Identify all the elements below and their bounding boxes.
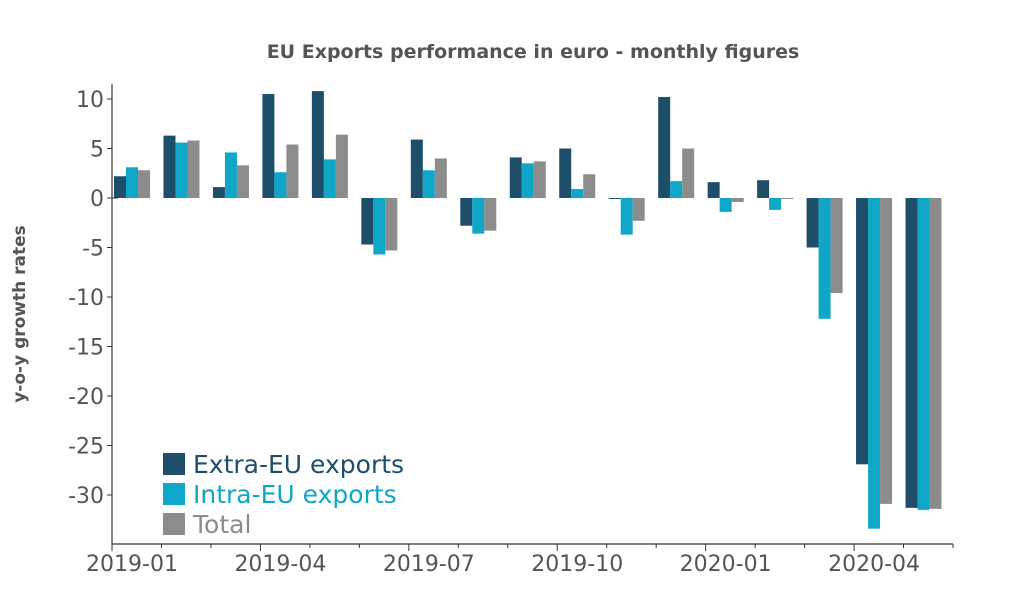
bar-extra-eu-2019-12: [658, 97, 671, 198]
bar-extra-eu-2019-07: [410, 139, 423, 198]
bar-total-2019-12: [682, 148, 695, 198]
bar-extra-eu-2019-05: [311, 91, 324, 198]
bar-intra-eu-2019-04: [274, 172, 287, 198]
y-tick-label: -5: [82, 237, 104, 262]
bar-total-2020-01: [731, 198, 744, 202]
bar-total-2019-06: [385, 198, 398, 251]
bar-total-2019-11: [632, 198, 645, 221]
bar-total-2020-03: [830, 198, 843, 294]
bar-total-2019-07: [434, 158, 447, 198]
bar-extra-eu-2019-03: [212, 187, 225, 198]
bar-intra-eu-2019-11: [620, 198, 633, 235]
bar-intra-eu-2020-04: [868, 198, 881, 529]
bar-intra-eu-2019-03: [224, 152, 237, 198]
bar-intra-eu-2019-08: [472, 198, 485, 234]
x-tick-label: 2019-07: [383, 552, 475, 577]
legend-swatch: [163, 483, 185, 505]
bar-extra-eu-2019-01: [114, 176, 126, 198]
y-tick-label: 10: [76, 88, 104, 113]
bar-extra-eu-2020-05: [905, 198, 918, 508]
y-tick-label: -10: [68, 286, 104, 311]
y-tick-label: 0: [90, 187, 104, 212]
bar-extra-eu-2019-08: [460, 198, 473, 226]
legend-swatch: [163, 513, 185, 535]
bar-intra-eu-2020-05: [917, 198, 930, 510]
bar-total-2019-09: [533, 161, 546, 198]
bar-extra-eu-2019-06: [361, 198, 374, 245]
bar-total-2020-05: [929, 198, 942, 509]
bar-extra-eu-2020-04: [856, 198, 869, 465]
bar-total-2019-03: [236, 165, 249, 198]
bar-intra-eu-2019-09: [521, 163, 534, 198]
bar-extra-eu-2019-10: [559, 148, 572, 198]
y-tick-label: -15: [68, 336, 104, 361]
bar-extra-eu-2020-01: [707, 182, 720, 198]
bar-extra-eu-2019-04: [262, 94, 275, 198]
y-axis-label: y-o-y growth rates: [10, 225, 30, 403]
bar-extra-eu-2020-02: [757, 180, 770, 198]
bar-extra-eu-2020-03: [806, 198, 819, 248]
bar-extra-eu-2019-11: [608, 198, 621, 199]
legend-swatch: [163, 453, 185, 475]
x-tick-label: 2019-10: [531, 552, 623, 577]
plot-area: 10 5 0 -5 -10 -15 -20 -25 -30 2019-01 2019-04 2019-…: [68, 84, 954, 577]
bar-intra-eu-2019-02: [175, 142, 188, 198]
legend-label: Extra-EU exports: [193, 450, 404, 479]
bar-total-2019-01: [138, 170, 150, 198]
legend-label: Intra-EU exports: [193, 480, 397, 509]
x-tick-label: 2020-04: [828, 552, 920, 577]
y-tick-label: -20: [68, 385, 104, 410]
bar-intra-eu-2020-03: [818, 198, 831, 319]
bar-extra-eu-2019-02: [163, 135, 176, 198]
bar-total-2019-05: [335, 134, 348, 198]
bar-total-2019-08: [484, 198, 497, 231]
y-tick-label: -30: [68, 484, 104, 509]
bar-extra-eu-2019-09: [509, 157, 522, 198]
bar-total-2020-04: [880, 198, 893, 504]
y-tick-label: -25: [68, 435, 104, 460]
bar-total-2019-04: [286, 144, 299, 198]
x-tick-label: 2019-01: [86, 552, 178, 577]
legend-label: Total: [192, 510, 251, 539]
y-tick-label: 5: [90, 138, 104, 163]
bar-total-2019-10: [583, 174, 596, 198]
bar-intra-eu-2019-10: [571, 189, 584, 198]
bar-intra-eu-2019-07: [422, 170, 435, 198]
bar-intra-eu-2019-12: [670, 181, 683, 198]
x-tick-label: 2020-01: [680, 552, 772, 577]
chart-title: EU Exports performance in euro - monthly…: [267, 41, 800, 63]
x-tick-label: 2019-04: [234, 552, 326, 577]
bar-intra-eu-2019-01: [126, 167, 138, 198]
bar-intra-eu-2020-01: [719, 198, 732, 212]
bar-total-2020-02: [781, 198, 794, 199]
bar-intra-eu-2020-02: [769, 198, 782, 210]
bar-intra-eu-2019-05: [323, 159, 336, 198]
bar-intra-eu-2019-06: [373, 198, 386, 255]
bar-total-2019-02: [187, 140, 200, 198]
